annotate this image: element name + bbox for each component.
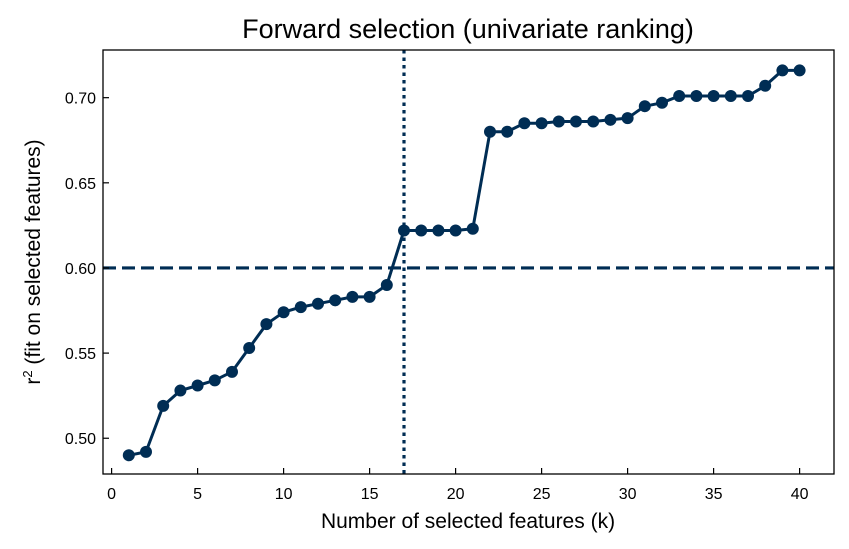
data-point	[621, 112, 634, 125]
x-tick-label: 40	[791, 486, 809, 503]
data-point	[466, 222, 479, 235]
data-point	[122, 449, 135, 462]
x-tick-label: 10	[275, 486, 293, 503]
y-tick-label: 0.70	[65, 91, 96, 108]
data-point	[552, 115, 565, 128]
data-point	[312, 297, 324, 310]
data-point	[501, 125, 514, 138]
data-point	[707, 89, 720, 102]
data-point	[656, 96, 668, 109]
data-point	[793, 64, 806, 77]
y-axis-label-superscript: 2	[20, 370, 35, 377]
data-point	[363, 290, 376, 303]
y-axis-label-base: r	[22, 378, 45, 385]
data-point	[346, 290, 359, 303]
y-tick-label: 0.55	[65, 346, 96, 363]
data-point	[157, 399, 170, 412]
data-point	[380, 278, 393, 291]
data-point	[587, 115, 600, 128]
data-point	[742, 89, 754, 102]
y-axis-label-rest: (fit on selected features)	[22, 139, 45, 370]
data-point	[226, 365, 238, 378]
data-point	[690, 89, 703, 102]
x-axis-label: Number of selected features (k)	[321, 510, 615, 533]
data-point	[432, 224, 445, 237]
y-axis: 0.50 0.55 0.60 0.65 0.70	[65, 91, 109, 448]
chart-title: Forward selection (univariate ranking)	[242, 14, 694, 44]
data-point	[208, 374, 221, 387]
plot-frame	[102, 49, 835, 475]
data-point	[673, 89, 686, 102]
x-tick-label: 20	[447, 486, 465, 503]
data-point	[604, 113, 617, 126]
y-tick-label: 0.65	[65, 176, 96, 193]
data-point	[535, 117, 548, 130]
x-tick-label: 0	[107, 486, 116, 503]
data-point	[277, 306, 290, 319]
data-point	[570, 115, 582, 128]
data-point	[174, 384, 187, 397]
x-tick-label: 15	[361, 486, 379, 503]
x-tick-label: 35	[705, 486, 723, 503]
data-point	[638, 100, 651, 113]
data-point	[449, 224, 462, 237]
series-line	[128, 68, 800, 457]
plot-area	[103, 50, 834, 474]
data-point	[294, 301, 307, 314]
data-point	[260, 318, 273, 331]
data-point	[759, 79, 772, 92]
y-tick-label: 0.60	[65, 261, 96, 278]
data-point	[415, 224, 428, 237]
y-tick-label: 0.50	[65, 431, 96, 448]
x-axis: 0 5 10 15 20 25 30 35 40	[107, 468, 809, 503]
data-point	[484, 125, 496, 138]
x-tick-label: 25	[533, 486, 551, 503]
data-point	[724, 89, 737, 102]
data-point	[140, 445, 152, 458]
data-point	[398, 224, 410, 237]
data-point	[243, 341, 256, 354]
data-point	[191, 379, 204, 392]
data-point	[776, 64, 789, 77]
x-tick-label: 5	[193, 486, 202, 503]
data-point	[329, 294, 342, 307]
y-axis-label: r2 (fit on selected features)	[20, 139, 45, 384]
x-tick-label: 30	[619, 486, 637, 503]
data-point	[518, 117, 531, 130]
